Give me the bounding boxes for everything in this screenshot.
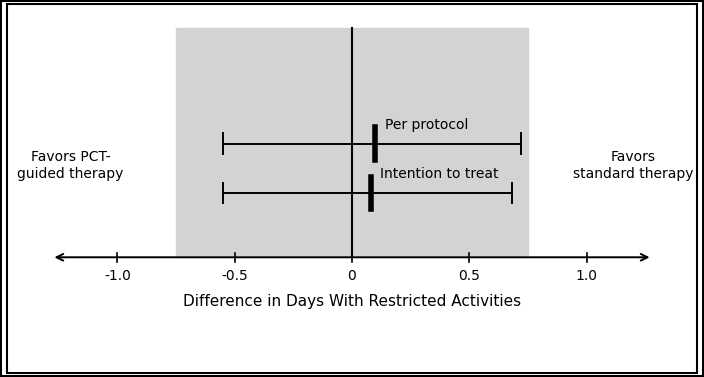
Text: Intention to treat: Intention to treat (380, 167, 498, 181)
Text: -1.0: -1.0 (104, 269, 131, 283)
Text: 1.0: 1.0 (576, 269, 598, 283)
Text: Difference in Days With Restricted Activities: Difference in Days With Restricted Activ… (183, 294, 521, 309)
Bar (176, 28, 528, 257)
Text: Favors
standard therapy: Favors standard therapy (573, 150, 694, 181)
Text: 0.5: 0.5 (458, 269, 480, 283)
Text: 0: 0 (348, 269, 356, 283)
Text: Favors PCT-
guided therapy: Favors PCT- guided therapy (17, 150, 124, 181)
Text: Per protocol: Per protocol (385, 118, 468, 132)
Text: -0.5: -0.5 (221, 269, 248, 283)
